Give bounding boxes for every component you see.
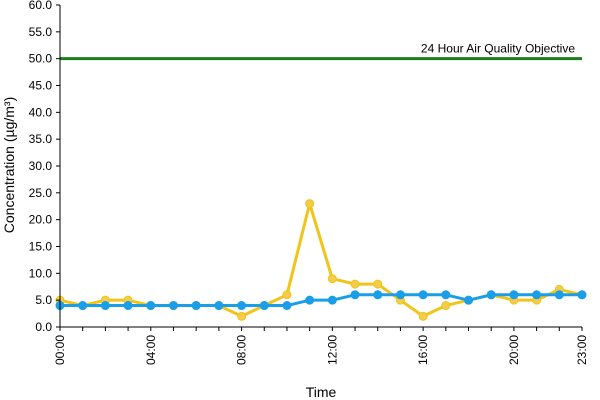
- y-axis-ticks: 0.0 5.0 10.0 15.0 20.0 25.0 30.0 35.0 40.0 45.0 50…: [29, 0, 60, 334]
- data-point: [418, 290, 428, 300]
- series-2: [55, 290, 587, 311]
- y-tick-label: 45.0: [29, 79, 53, 93]
- data-point: [441, 290, 451, 300]
- data-point: [577, 290, 587, 300]
- data-point: [123, 301, 133, 311]
- reference-line-label: 24 Hour Air Quality Objective: [421, 42, 575, 56]
- data-point: [78, 301, 88, 311]
- data-point: [305, 199, 315, 209]
- x-tick-label: 04:00: [144, 335, 158, 365]
- y-tick-label: 40.0: [29, 105, 53, 119]
- y-tick-label: 55.0: [29, 25, 53, 39]
- data-point: [237, 311, 247, 321]
- data-point: [532, 290, 542, 300]
- data-point: [441, 301, 451, 311]
- data-point: [282, 301, 292, 311]
- data-point: [237, 301, 247, 311]
- data-point: [282, 290, 292, 300]
- x-tick-label: 20:00: [507, 335, 521, 365]
- y-tick-label: 30.0: [29, 159, 53, 173]
- data-point: [191, 301, 201, 311]
- y-tick-label: 5.0: [35, 293, 52, 307]
- data-point: [327, 274, 337, 284]
- data-point: [146, 301, 156, 311]
- data-point: [350, 279, 360, 289]
- data-point: [327, 295, 337, 305]
- data-point: [395, 290, 405, 300]
- reference-layer: 24 Hour Air Quality Objective: [60, 42, 582, 61]
- y-tick-label: 20.0: [29, 213, 53, 227]
- data-point: [305, 295, 315, 305]
- y-tick-label: 25.0: [29, 186, 53, 200]
- data-point: [168, 301, 178, 311]
- y-tick-label: 15.0: [29, 240, 53, 254]
- x-axis-ticks: 00:00 04:00 08:00 12:00 16:00 20:00 23:00: [53, 327, 589, 365]
- data-point: [486, 290, 496, 300]
- series-layer: [55, 199, 587, 321]
- data-point: [373, 290, 383, 300]
- data-point: [509, 290, 519, 300]
- data-point: [464, 295, 474, 305]
- x-tick-label: 23:00: [575, 335, 589, 365]
- data-point: [350, 290, 360, 300]
- data-point: [373, 279, 383, 289]
- y-axis-title: Concentration (µg/m³): [1, 97, 17, 233]
- series-1: [55, 199, 587, 321]
- y-tick-label: 35.0: [29, 132, 53, 146]
- x-tick-label: 12:00: [325, 335, 339, 365]
- x-tick-label: 16:00: [416, 335, 430, 365]
- data-point: [554, 290, 564, 300]
- x-axis-title: Time: [306, 384, 337, 400]
- y-tick-label: 50.0: [29, 52, 53, 66]
- x-tick-label: 08:00: [235, 335, 249, 365]
- y-tick-label: 60.0: [29, 0, 53, 12]
- data-point: [418, 311, 428, 321]
- data-point: [214, 301, 224, 311]
- x-tick-label: 00:00: [53, 335, 67, 365]
- y-tick-label: 10.0: [29, 266, 53, 280]
- y-tick-label: 0.0: [35, 320, 52, 334]
- data-point: [100, 301, 110, 311]
- data-point: [259, 301, 269, 311]
